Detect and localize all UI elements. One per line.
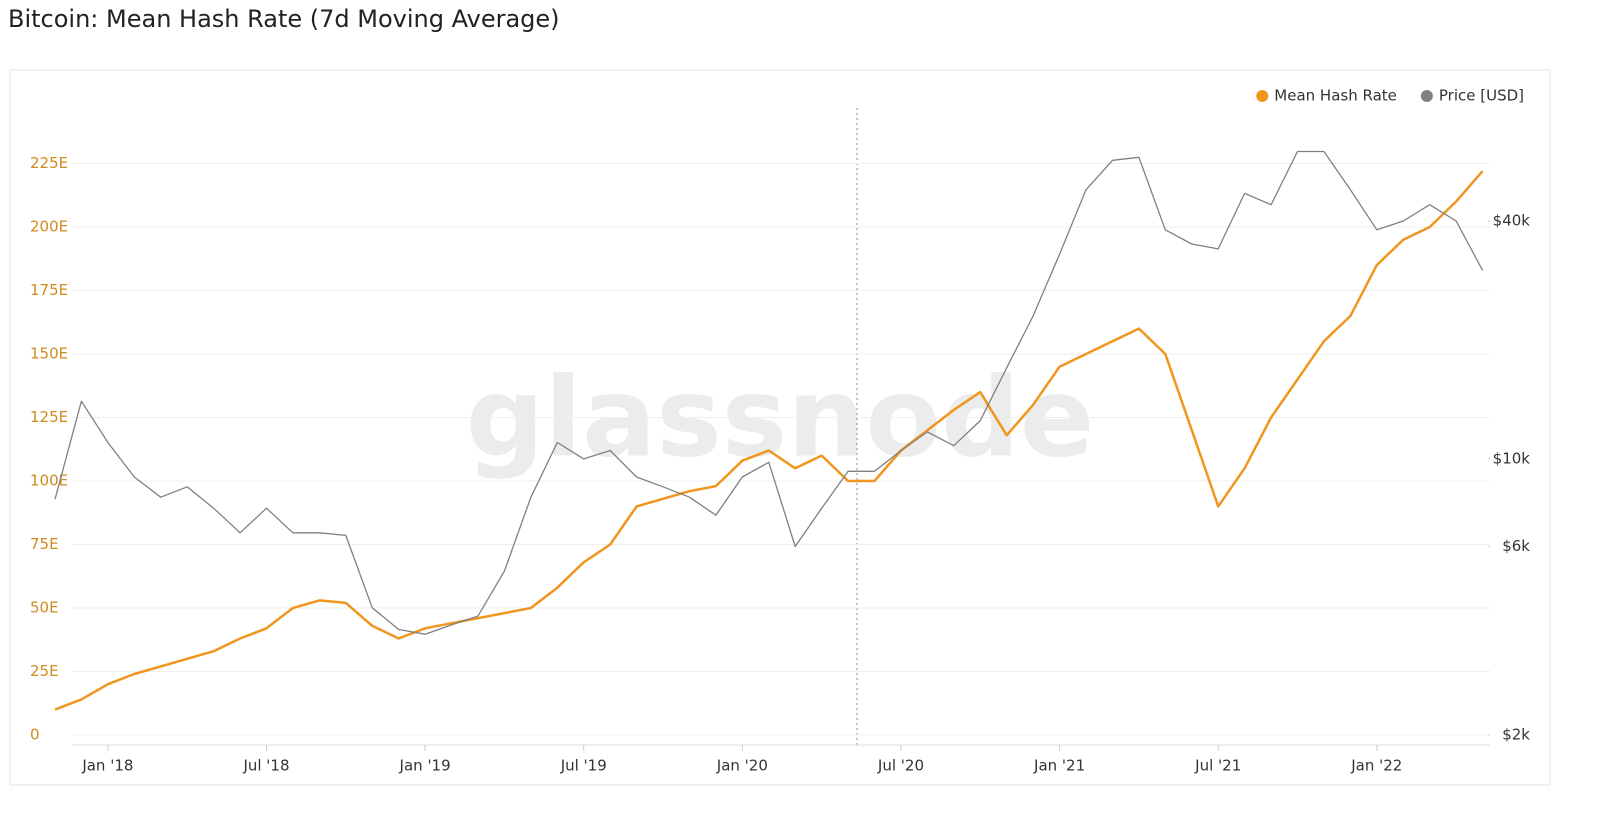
y-tick-label: 225E <box>30 154 68 172</box>
x-tick-label: Jan '22 <box>1350 757 1402 775</box>
x-tick-label: Jan '19 <box>399 757 451 775</box>
x-tick-label: Jul '19 <box>560 757 607 775</box>
chart-title: Bitcoin: Mean Hash Rate (7d Moving Avera… <box>8 5 560 33</box>
x-tick-label: Jan '18 <box>81 757 133 775</box>
y-tick-label: 75E <box>30 535 59 553</box>
x-tick-label: Jul '20 <box>877 757 924 775</box>
legend-swatch <box>1420 90 1433 102</box>
y-tick-label: 200E <box>30 218 68 236</box>
x-tick-label: Jan '20 <box>716 757 768 775</box>
y2-tick-label: $2k <box>1502 726 1530 744</box>
y-tick-label: 25E <box>30 662 59 680</box>
y-tick-label: 150E <box>30 345 68 363</box>
y-tick-label: 50E <box>30 599 59 617</box>
x-tick-label: Jul '21 <box>1194 757 1241 775</box>
y-tick-label: 0 <box>30 726 40 744</box>
x-tick-label: Jan '21 <box>1033 757 1085 775</box>
y2-tick-label: $10k <box>1493 449 1531 467</box>
series-line <box>54 150 1484 635</box>
chart-frame <box>9 69 1551 786</box>
legend-label: Mean Hash Rate <box>1274 87 1397 105</box>
y-tick-label: 125E <box>30 408 68 426</box>
legend-swatch <box>1256 90 1269 102</box>
y2-tick-label: $40k <box>1493 212 1531 230</box>
x-tick-label: Jul '18 <box>242 757 289 775</box>
legend-label: Price [USD] <box>1439 87 1524 105</box>
y2-tick-label: $6k <box>1502 537 1530 555</box>
series-line <box>54 170 1484 711</box>
y-tick-label: 175E <box>30 281 68 299</box>
